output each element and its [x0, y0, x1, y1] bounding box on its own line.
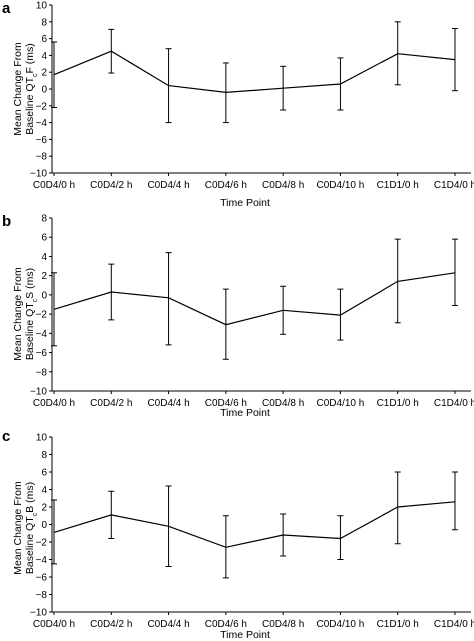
- panel-a-x-tick-label: C0D4/0 h: [33, 180, 75, 191]
- panel-c-y-tick-label: 8: [41, 450, 47, 461]
- panel-a-y-tick-label: 10: [36, 1, 48, 12]
- panel-b-ylabel-line1: Mean Change From: [12, 267, 24, 361]
- panel-a-x-tick-label: C0D4/8 h: [262, 180, 304, 191]
- panel-b-y-tick-label: 4: [41, 252, 47, 263]
- panel-b-x-tick-label: C1D4/0 h: [434, 398, 474, 409]
- panel-b-y-tick-label: 0: [41, 290, 47, 301]
- panel-b: b Mean Change From Baseline QTcS (ms) Ti…: [2, 213, 474, 419]
- panel-b-x-tick-label: C0D4/6 h: [205, 398, 247, 409]
- panel-a-x-tick-label: C0D4/2 h: [90, 180, 132, 191]
- panel-a-ylabel-line2: Baseline QTcF (ms): [24, 43, 39, 135]
- panel-a-y-tick-label: −6: [36, 135, 48, 146]
- panel-b-x-tick-label: C0D4/4 h: [147, 398, 189, 409]
- panel-b-x-tick-label: C1D1/0 h: [377, 398, 419, 409]
- panel-c-x-tick-label: C0D4/8 h: [262, 619, 304, 630]
- panel-c-x-tick-label: C1D1/0 h: [377, 619, 419, 630]
- panel-c-x-tick-label: C0D4/4 h: [147, 619, 189, 630]
- panel-b-y-tick-label: −6: [36, 348, 48, 359]
- panel-b-y-tick-label: −8: [36, 367, 48, 378]
- panel-c-x-tick-label: C0D4/2 h: [90, 619, 132, 630]
- panel-b-y-tick-label: 2: [41, 271, 47, 282]
- panel-a-x-tick-label: C1D4/0 h: [434, 180, 474, 191]
- panel-c-ylabel-line2: Baseline QTcB (ms): [24, 482, 39, 574]
- panel-a-y-axis-label: Mean Change From Baseline QTcF (ms): [12, 42, 39, 136]
- panel-c-x-axis-label: Time Point: [220, 629, 270, 641]
- panel-c-series-line: [53, 501, 456, 548]
- panel-b-x-tick-label: C0D4/8 h: [262, 398, 304, 409]
- panel-c-x-tick-label: C0D4/6 h: [205, 619, 247, 630]
- panel-c-y-tick-label: 0: [41, 520, 47, 531]
- panel-a-y-tick-label: −2: [36, 101, 48, 112]
- panel-a-x-axis-label: Time Point: [220, 197, 270, 209]
- panel-a-y-tick-label: −8: [36, 152, 48, 163]
- panel-b-series-line: [53, 272, 456, 326]
- panel-a-y-tick-label: −4: [36, 118, 48, 129]
- panel-c-y-tick-label: 6: [41, 468, 47, 479]
- panel-c-y-tick-label: 10: [36, 433, 48, 444]
- panel-a-y-tick-label: −10: [30, 169, 47, 180]
- panel-b-y-axis-label: Mean Change From Baseline QTcS (ms): [12, 267, 39, 361]
- panel-c-y-tick-label: −2: [36, 538, 48, 549]
- panel-a-y-tick-label: 6: [41, 34, 47, 45]
- panel-c-y-tick-label: 4: [41, 485, 47, 496]
- panel-c-letter: c: [2, 428, 10, 445]
- panel-a-y-tick-label: 2: [41, 68, 47, 79]
- panel-a-x-tick-label: C0D4/6 h: [205, 180, 247, 191]
- panel-b-x-tick-label: C0D4/2 h: [90, 398, 132, 409]
- panel-c-y-tick-label: −6: [36, 573, 48, 584]
- panel-a-letter: a: [2, 0, 11, 17]
- panel-b-x-tick-label: C0D4/0 h: [33, 398, 75, 409]
- panel-b-y-tick-label: 8: [41, 214, 47, 225]
- panel-a-y-tick-label: 8: [41, 17, 47, 28]
- panel-a-x-tick-label: C0D4/10 h: [317, 180, 365, 191]
- panel-c-y-axis-label: Mean Change From Baseline QTcB (ms): [12, 481, 39, 575]
- panel-a-x-tick-label: C1D1/0 h: [377, 180, 419, 191]
- panel-c-x-tick-label: C0D4/0 h: [33, 619, 75, 630]
- panel-b-x-tick-label: C0D4/10 h: [317, 398, 365, 409]
- panel-c-y-tick-label: −8: [36, 590, 48, 601]
- panel-a-series-line: [53, 50, 456, 94]
- panel-b-x-axis-label: Time Point: [220, 407, 270, 419]
- panel-a-ylabel-line1: Mean Change From: [12, 42, 24, 136]
- panel-b-y-tick-label: −2: [36, 310, 48, 321]
- panel-b-y-tick-label: 6: [41, 233, 47, 244]
- panel-a-x-tick-label: C0D4/4 h: [147, 180, 189, 191]
- panel-c-y-tick-label: −10: [30, 608, 47, 619]
- panel-a-y-tick-label: 0: [41, 85, 47, 96]
- panel-b-ylabel-line2: Baseline QTcS (ms): [24, 268, 39, 360]
- panel-c-y-tick-label: −4: [36, 555, 48, 566]
- panel-c: c Mean Change From Baseline QTcB (ms) Ti…: [2, 428, 474, 641]
- panel-c-ylabel-line1: Mean Change From: [12, 481, 24, 575]
- panel-c-y-tick-label: 2: [41, 503, 47, 514]
- panel-b-letter: b: [2, 213, 11, 230]
- panel-a: a Mean Change From Baseline QTcF (ms) Ti…: [2, 0, 474, 209]
- panel-b-y-tick-label: −4: [36, 329, 48, 340]
- panel-c-x-tick-label: C1D4/0 h: [434, 619, 474, 630]
- panel-c-x-tick-label: C0D4/10 h: [317, 619, 365, 630]
- panel-a-y-tick-label: 4: [41, 51, 47, 62]
- panel-b-y-tick-label: −10: [30, 387, 47, 398]
